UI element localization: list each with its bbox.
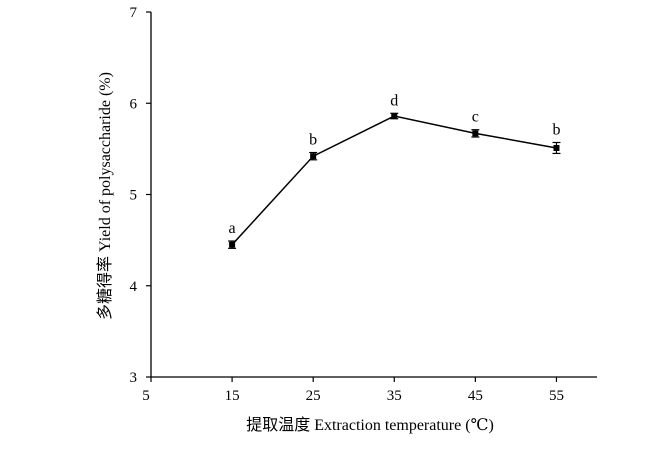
y-tick-label: 6 <box>130 96 138 112</box>
y-axis-title: 多糖得率 Yield of polysaccharide (%) <box>96 72 114 320</box>
data-point <box>229 241 236 248</box>
data-label: c <box>472 109 479 126</box>
series-line <box>231 115 557 246</box>
y-tick-label: 4 <box>130 279 138 295</box>
x-tick-label: 5 <box>142 388 150 404</box>
x-tick-label: 45 <box>468 388 483 404</box>
data-label: b <box>552 121 560 138</box>
data-label: b <box>309 132 317 149</box>
y-tick-label: 3 <box>130 370 138 386</box>
x-tick-label: 35 <box>387 388 402 404</box>
x-tick-label: 55 <box>549 388 564 404</box>
data-point <box>391 113 398 120</box>
series-group: a b d c b <box>228 92 561 249</box>
data-point <box>553 144 560 151</box>
x-axis-ticks: 5 15 25 35 45 55 <box>142 377 564 404</box>
x-tick-label: 25 <box>306 388 321 404</box>
x-tick-label: 15 <box>225 388 240 404</box>
y-tick-label: 7 <box>130 5 138 21</box>
data-label: a <box>229 220 236 237</box>
y-axis-ticks: 3 4 5 6 7 <box>130 5 151 386</box>
axes <box>150 12 597 378</box>
data-point <box>310 153 317 160</box>
data-point <box>472 130 479 137</box>
x-axis-title: 提取温度 Extraction temperature (℃) <box>246 416 494 434</box>
data-label: d <box>390 92 398 109</box>
y-tick-label: 5 <box>130 188 138 204</box>
